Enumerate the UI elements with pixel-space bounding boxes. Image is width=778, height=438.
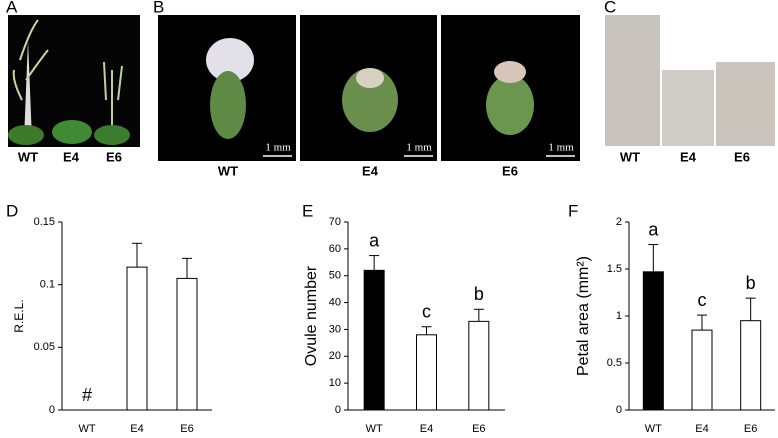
bar: [126, 266, 148, 411]
y-tick-label: 0: [616, 404, 622, 416]
genotype-label: E4: [63, 149, 80, 164]
y-axis-label: Petal area (mm²): [575, 256, 592, 376]
y-tick-label: 10: [329, 377, 341, 389]
y-tick-label: 40: [329, 296, 341, 308]
bar-label: c: [698, 290, 707, 310]
photo-c-e4: [662, 70, 714, 146]
y-tick-label: 2: [616, 216, 622, 228]
photo-c-e6: [716, 62, 775, 146]
genotype-label: E6: [734, 149, 750, 164]
rosette: [8, 125, 44, 145]
bar-label: b: [474, 284, 484, 304]
rosette: [94, 125, 130, 145]
y-tick-label: 1.5: [607, 263, 622, 275]
x-tick-label: WT: [645, 423, 662, 435]
x-tick-label: WT: [366, 423, 383, 435]
bar-label: b: [746, 273, 756, 293]
flower-bud: [342, 68, 398, 132]
x-tick-label: E6: [472, 423, 485, 435]
scale-bar-label: 1 mm: [548, 142, 574, 154]
bar: [740, 320, 762, 411]
x-tick-label: WT: [78, 423, 95, 435]
bar: [176, 277, 198, 411]
flower-sepals: [210, 71, 246, 139]
y-tick-label: 0.15: [34, 216, 55, 228]
genotype-label: WT: [18, 149, 38, 164]
y-tick-label: 60: [329, 243, 341, 255]
scale-bar-label: 1 mm: [265, 142, 291, 154]
bar: [363, 269, 385, 411]
y-tick-label: 0.5: [607, 357, 622, 369]
scale-bar-label: 1 mm: [406, 142, 432, 154]
bar: [416, 334, 437, 411]
y-tick-label: 0: [335, 404, 341, 416]
x-tick-label: E4: [130, 423, 143, 435]
bar-label: c: [422, 301, 431, 321]
bar: [642, 271, 664, 411]
y-tick-label: 30: [329, 323, 341, 335]
y-tick-label: 0.1: [40, 279, 55, 291]
genotype-label: E6: [106, 149, 122, 164]
flower-petals: [206, 38, 254, 82]
y-tick-label: 0.05: [34, 341, 55, 353]
panel-letter: E: [302, 201, 313, 220]
y-tick-label: 1: [616, 310, 622, 322]
photo-c-wt: [605, 15, 660, 146]
bar-label: #: [82, 385, 92, 405]
bar: [468, 320, 490, 411]
bar-label: a: [648, 219, 659, 239]
genotype-label: E4: [680, 149, 697, 164]
y-axis-label: Ovule number: [303, 265, 320, 366]
y-tick-label: 0: [49, 404, 55, 416]
y-tick-label: 50: [329, 270, 341, 282]
flower-petals: [356, 68, 384, 88]
genotype-label: E4: [362, 163, 379, 178]
flower-petals: [494, 61, 526, 83]
plant-branches: [12, 19, 49, 101]
panel-letter: F: [568, 201, 578, 220]
panel-letter: D: [6, 201, 18, 220]
panel-letter: C: [604, 0, 616, 16]
bar-label: a: [369, 230, 380, 250]
plant-stem: [24, 40, 32, 140]
bar: [691, 329, 713, 411]
x-tick-label: E4: [695, 423, 708, 435]
panel-letter: B: [153, 0, 164, 16]
y-tick-label: 20: [329, 350, 341, 362]
panel-letter: A: [6, 0, 18, 16]
y-tick-label: 70: [329, 216, 341, 228]
rosette: [52, 120, 92, 144]
genotype-label: WT: [218, 163, 238, 178]
genotype-label: E6: [502, 163, 518, 178]
flower-bud: [486, 75, 534, 135]
x-tick-label: E6: [744, 423, 757, 435]
genotype-label: WT: [620, 149, 640, 164]
y-axis-label: R.E.L.: [12, 299, 26, 332]
x-tick-label: E6: [180, 423, 193, 435]
x-tick-label: E4: [420, 423, 433, 435]
